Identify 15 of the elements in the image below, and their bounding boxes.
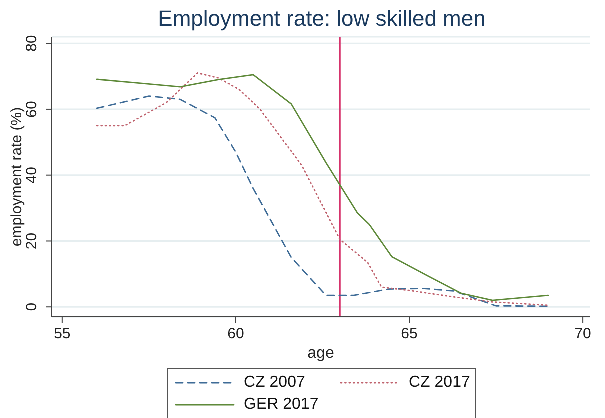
x-tick-label: 65 <box>401 326 418 343</box>
x-tick-label: 60 <box>228 326 244 343</box>
legend-label: CZ 2007 <box>244 374 306 392</box>
legend-label: CZ 2017 <box>409 374 470 392</box>
x-tick-label: 70 <box>574 326 592 343</box>
x-axis-title: age <box>308 345 334 362</box>
y-tick-label: 40 <box>24 167 40 184</box>
y-tick-label: 80 <box>24 35 40 52</box>
y-tick-label: 20 <box>24 232 40 250</box>
legend-label: GER 2017 <box>244 396 319 414</box>
y-axis-title: employment rate (%) <box>8 107 26 247</box>
chart-title: Employment rate: low skilled men <box>157 6 487 31</box>
x-tick-label: 55 <box>54 326 71 343</box>
y-tick-label: 0 <box>24 302 40 312</box>
y-tick-label: 60 <box>24 101 40 118</box>
